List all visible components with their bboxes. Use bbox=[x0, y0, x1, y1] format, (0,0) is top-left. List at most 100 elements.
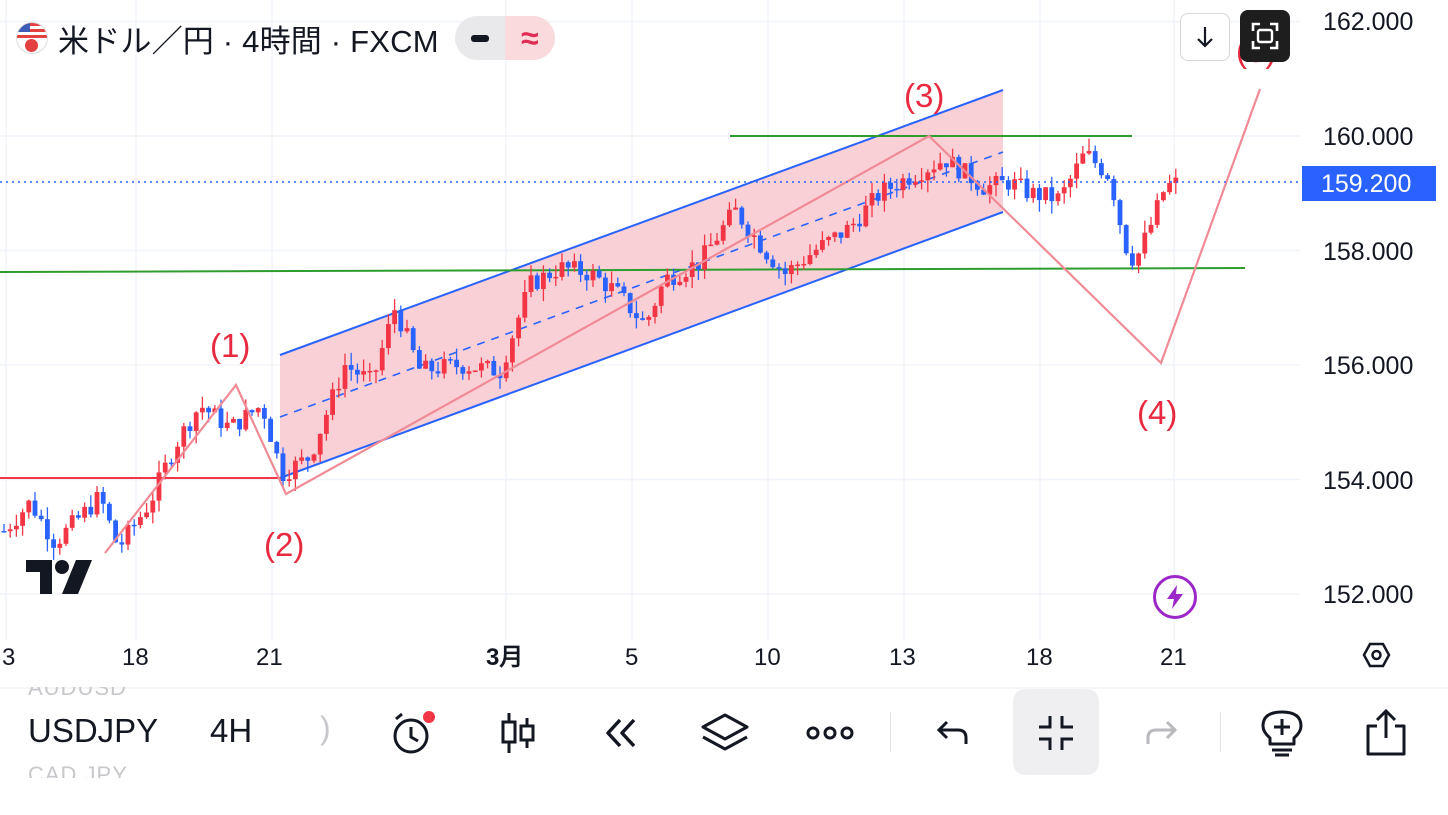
tradingview-logo-icon[interactable] bbox=[26, 560, 92, 594]
timeframe-picker[interactable]: 4H bbox=[210, 712, 253, 749]
candle-body bbox=[770, 259, 776, 268]
candle-body bbox=[832, 232, 838, 238]
wave-icon[interactable]: ≈ bbox=[504, 16, 555, 60]
undo-button[interactable] bbox=[930, 708, 974, 758]
candle-body bbox=[1068, 178, 1073, 188]
candle-body bbox=[125, 524, 131, 545]
alarm-clock-icon bbox=[393, 711, 435, 754]
candle-body bbox=[900, 178, 906, 191]
chart-type-button[interactable] bbox=[494, 708, 542, 758]
candle-body bbox=[243, 410, 249, 430]
candle-body bbox=[603, 277, 608, 292]
candle-body bbox=[193, 412, 199, 431]
candle-body bbox=[869, 193, 875, 206]
candle-body bbox=[745, 224, 751, 237]
add-idea-button[interactable] bbox=[1258, 708, 1306, 758]
candlestick-series bbox=[1, 138, 1179, 560]
candle-body bbox=[268, 418, 273, 442]
candle-body bbox=[398, 310, 404, 332]
candle-body bbox=[1006, 180, 1011, 190]
symbol-prev[interactable]: AUDUSD bbox=[28, 675, 127, 700]
candle-body bbox=[7, 529, 13, 532]
replay-button[interactable] bbox=[598, 708, 646, 758]
candle-body bbox=[144, 512, 149, 518]
candle-body bbox=[392, 310, 397, 325]
symbol-picker[interactable]: USDJPY bbox=[28, 712, 159, 749]
candle-body bbox=[342, 365, 348, 389]
candle-body bbox=[348, 365, 354, 370]
price-label-162: 162.000 bbox=[1323, 8, 1413, 36]
fullscreen-button[interactable] bbox=[1240, 10, 1290, 62]
candle-body bbox=[739, 207, 745, 225]
candle-body bbox=[906, 178, 912, 185]
time-label: 21 bbox=[256, 644, 283, 671]
candle-body bbox=[609, 283, 614, 292]
candle-body bbox=[293, 460, 298, 480]
candle-body bbox=[541, 272, 546, 290]
candle-body bbox=[764, 252, 769, 260]
candle-body bbox=[491, 360, 497, 376]
candle-body bbox=[485, 360, 490, 364]
chart-settings-icon[interactable] bbox=[1362, 642, 1391, 668]
arrow-down-icon bbox=[1197, 27, 1213, 48]
candle-body bbox=[1173, 177, 1179, 184]
symbol-header[interactable]: 米ドル／円 · 4時間 · FXCM ≈ bbox=[16, 14, 555, 62]
candle-body bbox=[1130, 253, 1135, 266]
time-label: 21 bbox=[1160, 644, 1187, 671]
elliott-wave-drawing[interactable] bbox=[104, 88, 1262, 554]
minus-icon[interactable] bbox=[455, 16, 505, 60]
candle-body bbox=[367, 370, 373, 373]
candle-body bbox=[404, 328, 410, 332]
candle-body bbox=[1148, 224, 1154, 233]
candle-body bbox=[1105, 175, 1110, 180]
time-label: 5 bbox=[625, 644, 638, 671]
candle-body bbox=[38, 515, 44, 520]
candle-body bbox=[255, 408, 261, 413]
toolbar-divider bbox=[890, 712, 891, 752]
candle-body bbox=[727, 209, 732, 226]
candle-body bbox=[187, 426, 193, 431]
candle-body bbox=[274, 441, 280, 454]
candle-body bbox=[987, 185, 993, 195]
more-button[interactable] bbox=[804, 708, 856, 758]
candle-body bbox=[113, 520, 118, 543]
lightning-icon[interactable] bbox=[1153, 575, 1197, 619]
candle-body bbox=[379, 348, 385, 371]
candle-body bbox=[460, 367, 466, 374]
alert-button[interactable] bbox=[386, 708, 438, 758]
candle-body bbox=[658, 286, 664, 306]
candle-body bbox=[1055, 193, 1061, 202]
candle-body bbox=[448, 359, 453, 361]
symbol-title: 米ドル／円 · 4時間 · FXCM bbox=[58, 23, 439, 59]
candle-body bbox=[1037, 187, 1042, 201]
candle-body bbox=[1043, 187, 1048, 201]
candle-body bbox=[286, 479, 292, 481]
share-button[interactable] bbox=[1362, 708, 1410, 758]
candle-body bbox=[826, 237, 831, 241]
current-price-badge bbox=[1302, 166, 1436, 201]
redo-button[interactable] bbox=[1140, 708, 1184, 758]
candle-body bbox=[733, 207, 738, 210]
wave-label-2: (2) bbox=[264, 526, 304, 563]
candle-body bbox=[324, 414, 329, 434]
candle-body bbox=[875, 193, 881, 201]
candle-body bbox=[305, 457, 311, 461]
candle-body bbox=[851, 223, 856, 226]
candle-body bbox=[1117, 200, 1123, 226]
candle-body bbox=[882, 182, 887, 201]
candle-body bbox=[1092, 151, 1098, 164]
download-button[interactable] bbox=[1180, 13, 1230, 61]
candle-body bbox=[224, 422, 230, 429]
support-resistance-lines[interactable] bbox=[0, 135, 1246, 479]
collapse-button[interactable] bbox=[1032, 708, 1080, 758]
candle-body bbox=[200, 407, 205, 413]
timeframe-next[interactable]: ) bbox=[320, 710, 331, 746]
market-status-pill[interactable]: ≈ bbox=[454, 16, 555, 60]
layers-button[interactable] bbox=[698, 708, 752, 758]
candle-body bbox=[51, 539, 56, 548]
wave-label-3: (3) bbox=[904, 77, 944, 114]
price-chart[interactable]: 162.000 160.000 158.000 156.000 154.000 … bbox=[0, 0, 1448, 690]
candle-body bbox=[175, 446, 180, 463]
symbol-next[interactable]: CAD JPY bbox=[28, 762, 128, 787]
rising-channel-drawing[interactable] bbox=[279, 89, 1004, 479]
